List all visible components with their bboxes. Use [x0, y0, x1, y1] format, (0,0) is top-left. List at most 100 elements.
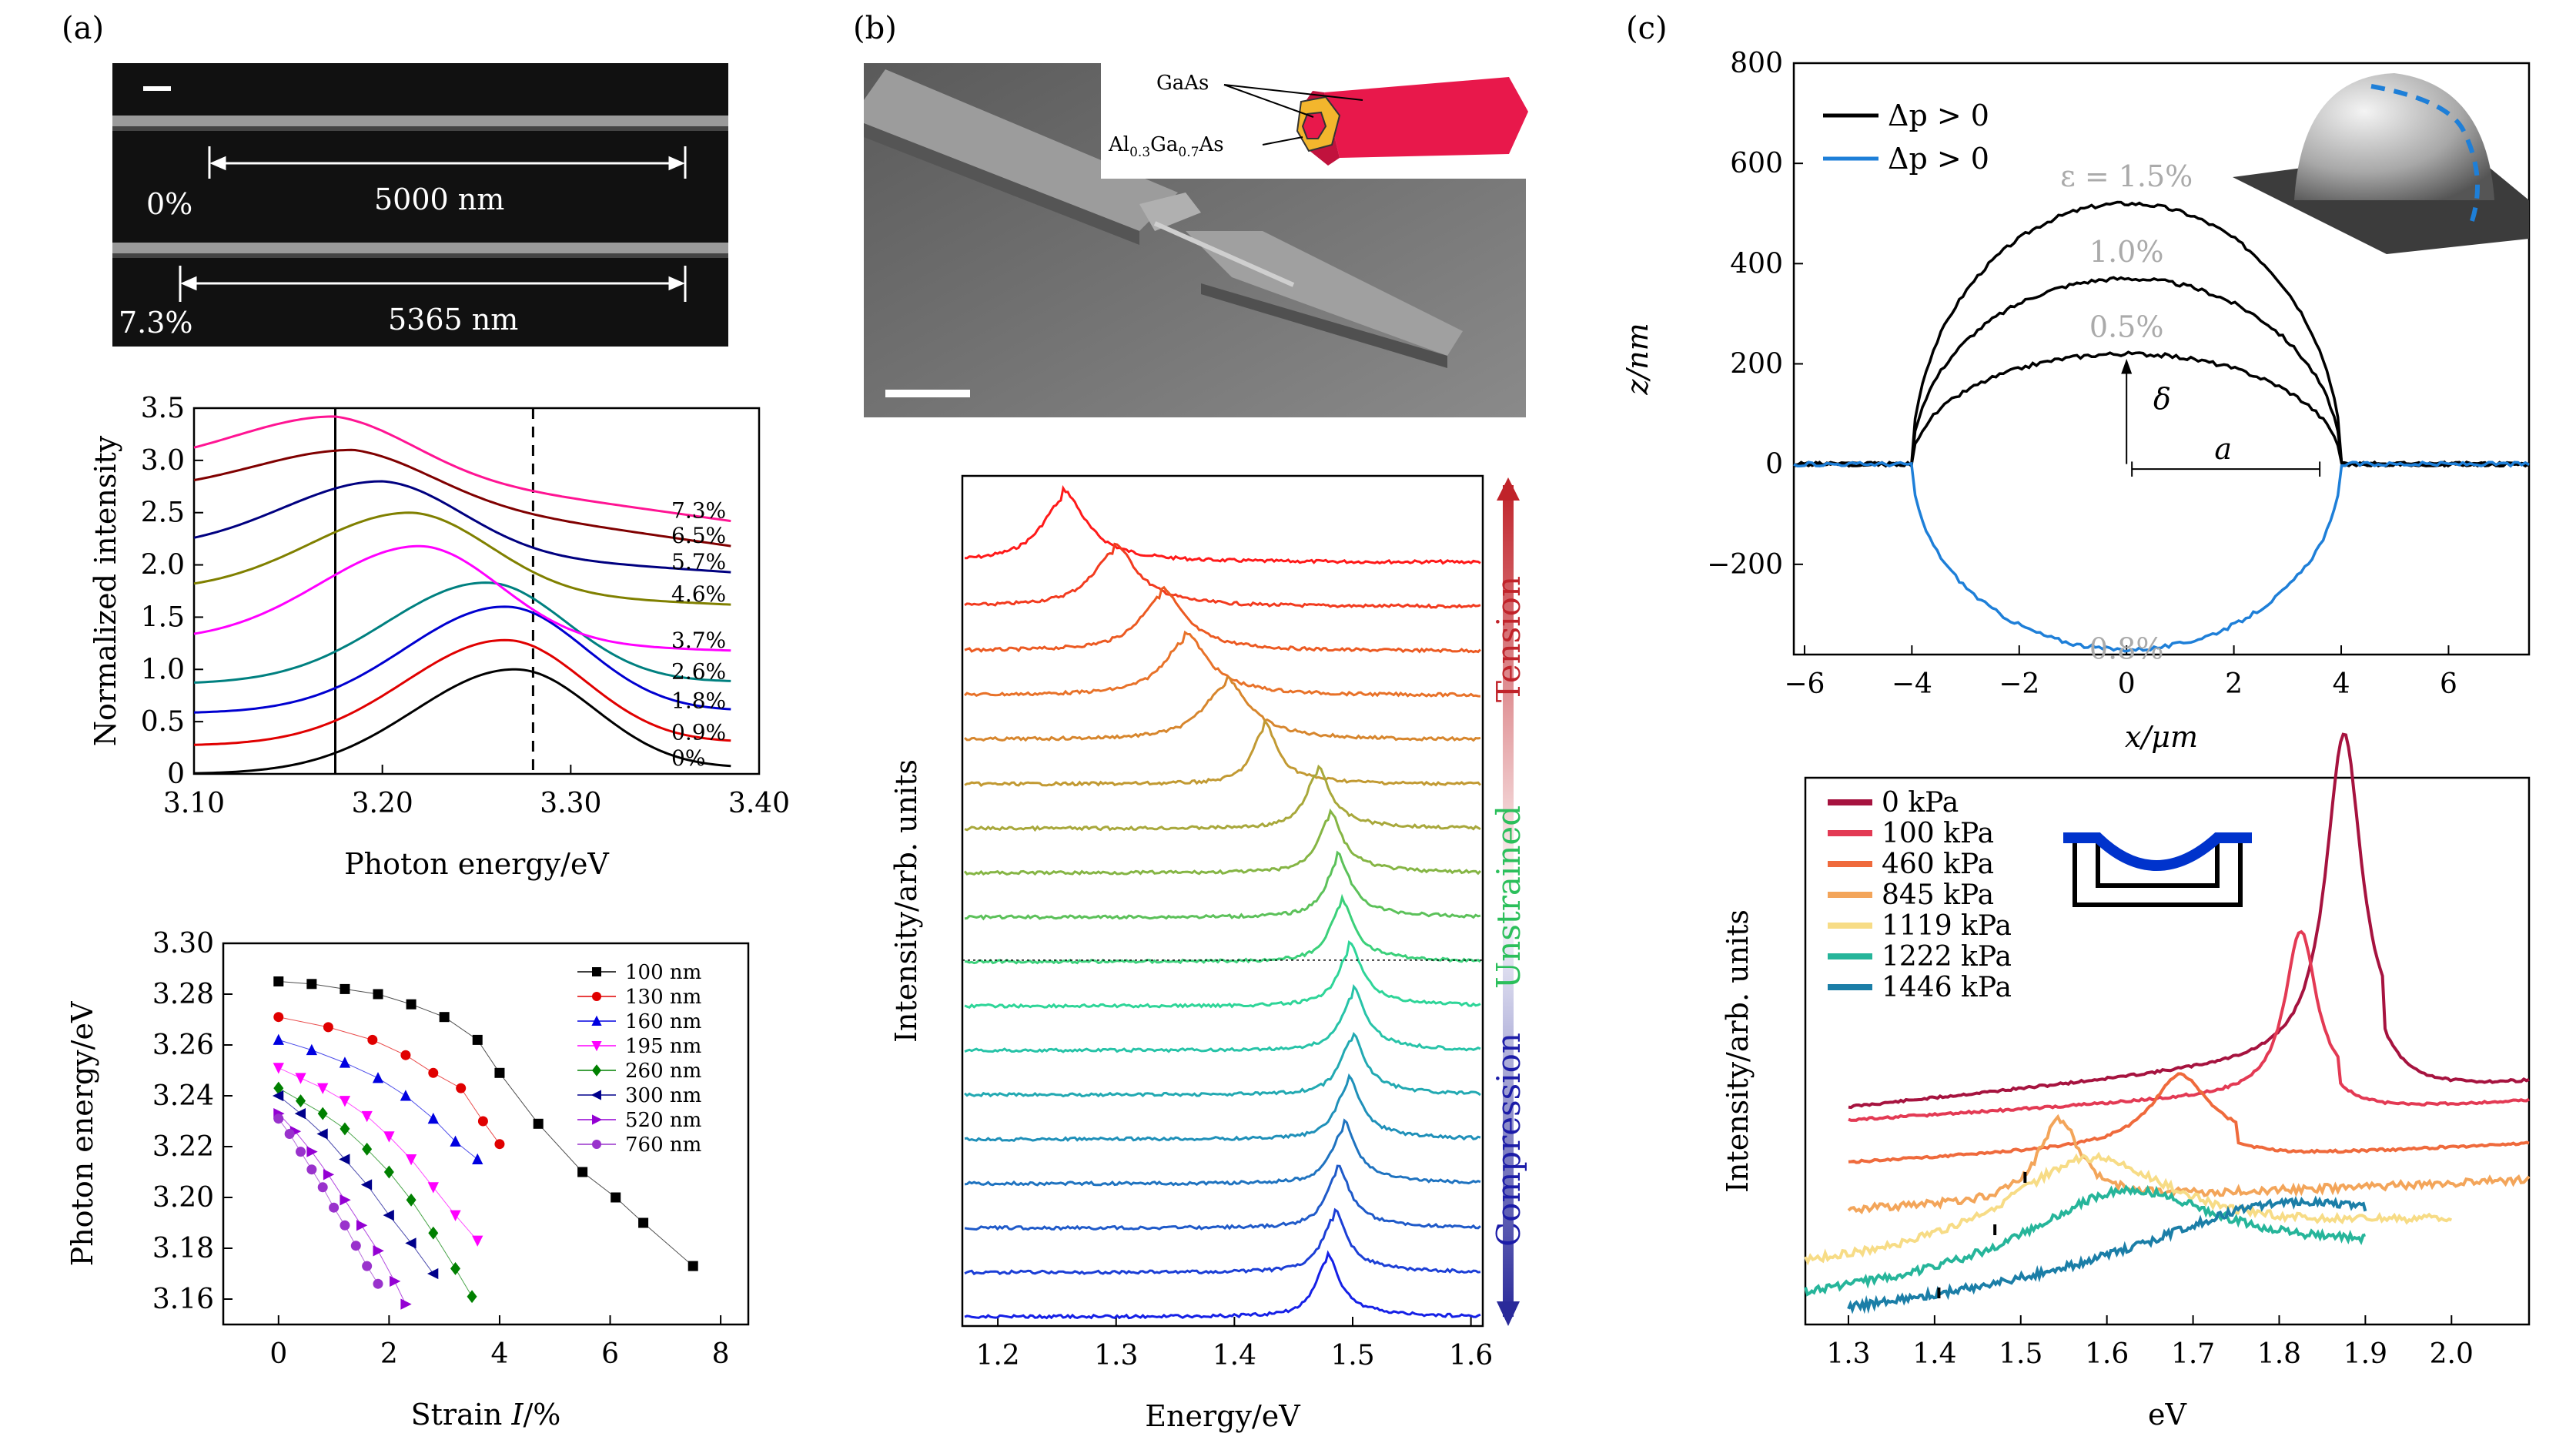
data-point	[306, 1164, 317, 1175]
dome-line	[2370, 84, 2480, 224]
x-tick-label: 1.9	[2343, 1338, 2387, 1370]
data-point	[340, 1194, 351, 1206]
length-label-0: 5000 nm	[374, 183, 504, 216]
data-point	[456, 1083, 467, 1093]
data-point	[577, 1167, 588, 1177]
spectrum-line	[193, 480, 731, 574]
data-point	[427, 1268, 439, 1280]
data-point	[687, 1261, 698, 1271]
legend-label: 300 nm	[625, 1084, 701, 1107]
x-axis-label: x/μm	[2125, 720, 2198, 754]
series-label: 4.6%	[671, 581, 726, 607]
data-point	[427, 1182, 439, 1194]
x-tick-label: 0	[2118, 668, 2136, 700]
stacked-spectrum	[964, 1164, 1481, 1231]
data-point	[439, 1012, 450, 1023]
length-label-1: 5365 nm	[388, 303, 518, 337]
legend-label: 260 nm	[625, 1060, 701, 1083]
data-point	[361, 1110, 373, 1123]
data-point	[450, 1261, 461, 1275]
stacked-spectrum	[964, 983, 1481, 1053]
data-point	[592, 1140, 601, 1149]
series-line	[278, 1016, 500, 1144]
plot-frame	[1792, 62, 2531, 656]
data-point	[273, 1012, 284, 1023]
data-point	[638, 1217, 649, 1228]
data-point	[477, 1116, 488, 1127]
x-tick-label: −4	[1892, 668, 1932, 700]
x-tick-label: 1.4	[1213, 1340, 1256, 1371]
x-tick-label: 1.2	[975, 1340, 1019, 1371]
data-point	[317, 1182, 328, 1193]
legend-label: 760 nm	[625, 1134, 701, 1157]
x-tick-label: 2.0	[2430, 1338, 2474, 1370]
series-line	[278, 1039, 478, 1160]
y-axis-label: Intensity/arb. units	[889, 759, 923, 1043]
x-tick-label: 1.5	[1999, 1338, 2042, 1370]
data-point	[273, 1113, 284, 1124]
data-point	[592, 992, 601, 1001]
side-label: Compression	[1490, 1033, 1527, 1247]
x-axis-label: eV	[2148, 1398, 2186, 1432]
series-label: 2.6%	[671, 659, 726, 685]
data-point	[360, 1179, 373, 1191]
data-point	[317, 1107, 328, 1120]
data-point	[494, 1139, 505, 1150]
profile-line	[1793, 276, 2530, 469]
x-tick-label: 3.40	[728, 788, 790, 819]
x-tick-label: 1.8	[2257, 1338, 2301, 1370]
energy-strain-chart: 0 2 4 6 8 3.16 3.18 3.20 3.22 3.24 3.26 3.28 3.30 Str…	[65, 928, 750, 1432]
data-point	[467, 1290, 477, 1304]
data-point	[450, 1135, 461, 1147]
legend-label: 160 nm	[625, 1010, 701, 1033]
x-axis-label: Strain I/%	[411, 1398, 561, 1432]
data-point	[591, 1015, 602, 1026]
series-label: 7.3%	[671, 498, 726, 524]
pressure-spectra-chart: 1.3 1.4 1.5 1.6 1.7 1.8 1.9 2.0 eV Intensity/arb.…	[1721, 732, 2531, 1432]
spectrum-line	[193, 415, 731, 523]
x-tick-label: 1.3	[1826, 1338, 1870, 1370]
legend-label: Δp > 0	[1888, 142, 1989, 176]
data-point	[494, 1067, 505, 1078]
data-point	[383, 1131, 395, 1143]
delta-label: δ	[2153, 382, 2171, 416]
data-point	[273, 976, 284, 986]
plot-frame	[1804, 776, 2531, 1326]
data-point	[306, 1146, 318, 1157]
data-point	[373, 1245, 384, 1257]
stacked-spectrum	[964, 1250, 1481, 1320]
legend-label: 845 kPa	[1882, 879, 1994, 911]
x-tick-label: 2	[2225, 668, 2243, 700]
data-point	[591, 1041, 602, 1052]
x-tick-label: 1.7	[2171, 1338, 2215, 1370]
panel-label-b: (b)	[853, 11, 897, 46]
spectra-chart-a: 3.10 3.20 3.30 3.40 0 0.5 1.0 1.5 2.0 2.5 3.0 3.5 Ph…	[89, 393, 790, 881]
data-point	[295, 1073, 306, 1084]
stacked-spectrum	[964, 893, 1481, 965]
y-axis-label: z/nm	[1621, 323, 1654, 395]
x-tick-label: 0	[269, 1338, 287, 1370]
y-tick-label: −200	[1707, 549, 1783, 581]
data-point	[296, 1094, 306, 1108]
legend-label: 460 kPa	[1882, 849, 1994, 880]
strain-arrow-down	[1497, 1301, 1520, 1326]
y-tick-label: 3.22	[152, 1131, 214, 1163]
data-point	[284, 1129, 295, 1139]
data-point	[316, 1128, 328, 1140]
membrane-inset	[2063, 832, 2252, 871]
strain-label-0: 0%	[146, 187, 192, 221]
pressure-spectrum	[1804, 1184, 2366, 1297]
x-tick-label: 1.5	[1330, 1340, 1374, 1371]
x-tick-label: 4	[2333, 668, 2350, 700]
y-tick-label: 200	[1730, 349, 1783, 380]
pressure-spectrum	[1847, 1113, 2531, 1214]
stacked-spectrum	[964, 850, 1481, 921]
data-point	[329, 1202, 340, 1213]
y-tick-label: 0	[1765, 449, 1783, 481]
plot-frame	[192, 407, 761, 775]
spectrum-line	[193, 511, 731, 606]
data-point	[362, 1261, 373, 1271]
y-tick-label: 3.16	[152, 1284, 214, 1315]
panel-label-a: (a)	[62, 11, 104, 46]
y-axis-label: Normalized intensity	[89, 435, 122, 746]
